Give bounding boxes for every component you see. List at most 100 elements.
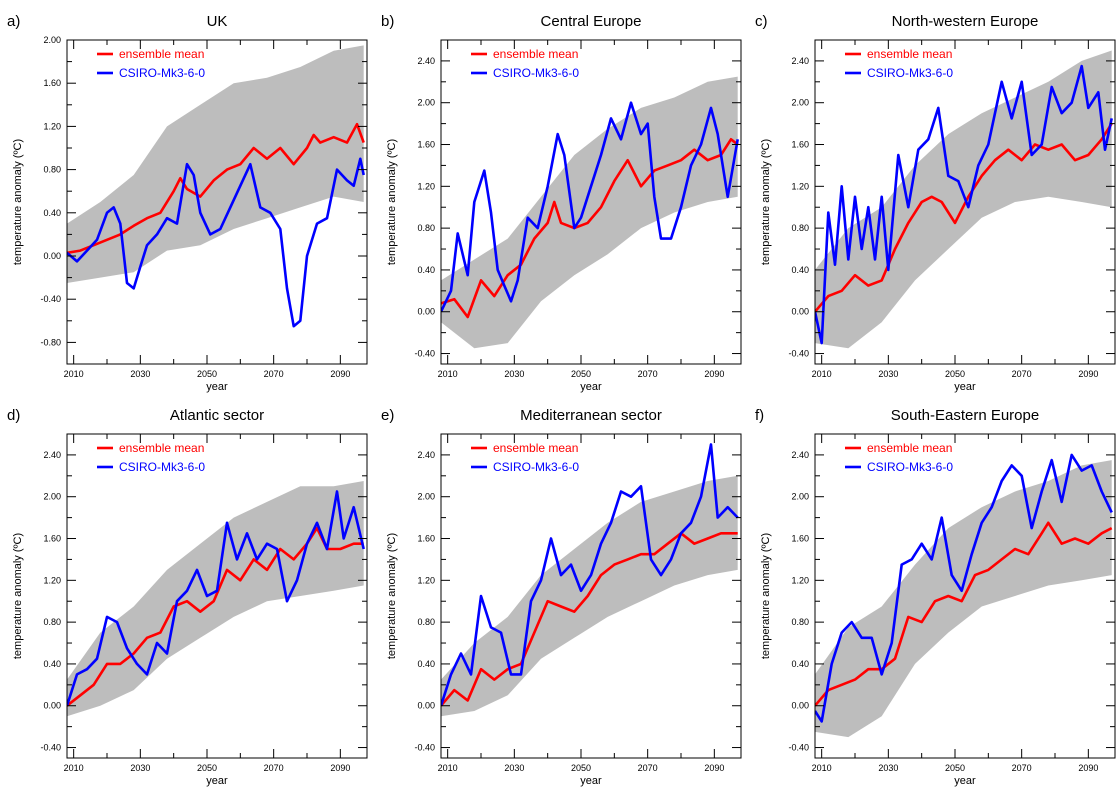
x-tick-label: 2030 [878, 369, 898, 379]
plot-frame [814, 39, 1116, 365]
legend-label: ensemble mean [867, 47, 952, 61]
chart-panel-3: -0.40 0.00 0.40 0.80 1.20 1.60 2.00 2.40 2010 203… [755, 13, 1116, 393]
y-tick-label: 0.80 [417, 617, 435, 627]
x-tick-label: 2010 [64, 369, 84, 379]
x-tick-label: 2070 [1012, 763, 1032, 773]
legend-label: ensemble mean [119, 441, 204, 455]
chart-panel-2: -0.40 0.00 0.40 0.80 1.20 1.60 2.00 2.40 2010 203… [381, 13, 742, 393]
legend-label: ensemble mean [867, 441, 952, 455]
ensemble-mean-line [67, 526, 364, 707]
x-tick-label: 2030 [130, 763, 150, 773]
legend-label: ensemble mean [119, 47, 204, 61]
y-tick-label: -0.40 [414, 349, 435, 359]
x-tick-label: 2090 [1078, 369, 1098, 379]
panel-title: Mediterranean sector [520, 407, 662, 424]
x-axis-label: year [954, 775, 976, 787]
x-axis-label: year [206, 381, 228, 393]
y-tick-label: 1.60 [43, 534, 61, 544]
x-tick-label: 2030 [504, 763, 524, 773]
x-tick-label: 2010 [438, 369, 458, 379]
x-tick-label: 2050 [571, 763, 591, 773]
y-tick-label: 1.20 [417, 181, 435, 191]
x-tick-label: 2010 [64, 763, 84, 773]
y-tick-label: 2.00 [417, 98, 435, 108]
x-tick-label: 2050 [571, 369, 591, 379]
y-tick-label: 1.60 [791, 140, 809, 150]
y-axis-label: temperature anomaly (ºC) [386, 533, 398, 659]
csiro-model-line [67, 157, 365, 328]
csiro-model-line [815, 453, 1113, 723]
y-tick-label: 0.00 [791, 701, 809, 711]
y-tick-label: 0.40 [43, 208, 61, 218]
chart-panel-4: -0.40 0.00 0.40 0.80 1.20 1.60 2.00 2.40 2010 203… [7, 407, 368, 787]
ensemble-mean-line [815, 521, 1113, 707]
x-tick-label: 2030 [878, 763, 898, 773]
x-tick-label: 2090 [704, 369, 724, 379]
y-tick-label: 2.40 [417, 450, 435, 460]
legend-label: CSIRO-Mk3-6-0 [867, 460, 953, 474]
chart-panel-1: -0.80 -0.40 0.00 0.40 0.80 1.20 1.60 2.00 2010 20… [7, 13, 368, 393]
y-tick-label: 2.40 [791, 450, 809, 460]
x-tick-label: 2050 [197, 763, 217, 773]
y-tick-label: -0.40 [414, 743, 435, 753]
x-axis-label: year [954, 381, 976, 393]
y-tick-label: -0.80 [40, 337, 61, 347]
ensemble-spread-band [815, 50, 1112, 349]
legend-label: ensemble mean [493, 441, 578, 455]
csiro-model-line [441, 101, 739, 313]
y-tick-label: 0.00 [417, 307, 435, 317]
ensemble-mean-line [441, 138, 739, 319]
ensemble-spread-band [67, 45, 364, 284]
legend-label: CSIRO-Mk3-6-0 [493, 460, 579, 474]
plot-frame [814, 433, 1116, 759]
y-tick-label: 0.80 [791, 223, 809, 233]
x-tick-label: 2010 [812, 763, 832, 773]
ensemble-spread-band [441, 475, 738, 717]
x-tick-label: 2070 [638, 763, 658, 773]
y-axis-label: temperature anomaly (ºC) [12, 139, 24, 265]
y-tick-label: 0.80 [43, 165, 61, 175]
y-tick-label: 2.00 [791, 98, 809, 108]
y-tick-label: 0.80 [417, 223, 435, 233]
ensemble-mean-line [441, 531, 738, 707]
panel-label: c) [755, 13, 768, 30]
panel-title: Central Europe [541, 13, 642, 30]
y-tick-label: 0.40 [417, 265, 435, 275]
y-tick-label: 0.40 [417, 659, 435, 669]
y-tick-label: 0.40 [43, 659, 61, 669]
y-tick-label: 1.60 [791, 534, 809, 544]
y-axis-label: temperature anomaly (ºC) [12, 533, 24, 659]
ensemble-spread-band [441, 76, 738, 349]
y-tick-label: 0.80 [791, 617, 809, 627]
x-tick-label: 2050 [945, 369, 965, 379]
chart-panel-6: -0.40 0.00 0.40 0.80 1.20 1.60 2.00 2.40 2010 203… [755, 407, 1116, 787]
x-tick-label: 2050 [197, 369, 217, 379]
csiro-model-line [815, 64, 1113, 345]
x-tick-label: 2090 [704, 763, 724, 773]
y-tick-label: 0.00 [417, 701, 435, 711]
plot-frame [440, 433, 742, 759]
panel-label: a) [7, 13, 20, 30]
y-tick-label: 2.00 [791, 492, 809, 502]
panel-label: d) [7, 407, 20, 424]
x-tick-label: 2070 [638, 369, 658, 379]
plot-frame [66, 39, 368, 365]
y-tick-label: 1.20 [417, 575, 435, 585]
y-tick-label: 1.60 [43, 78, 61, 88]
x-tick-label: 2090 [1078, 763, 1098, 773]
x-tick-label: 2070 [264, 369, 284, 379]
plot-frame [66, 433, 368, 759]
x-axis-label: year [580, 381, 602, 393]
csiro-model-line [441, 443, 739, 707]
y-tick-label: 1.60 [417, 140, 435, 150]
legend-label: CSIRO-Mk3-6-0 [119, 460, 205, 474]
ensemble-mean-line [815, 122, 1113, 313]
y-tick-label: -0.40 [40, 743, 61, 753]
y-tick-label: 2.40 [791, 56, 809, 66]
panel-label: b) [381, 13, 394, 30]
csiro-model-line [67, 490, 365, 707]
y-tick-label: 0.00 [43, 251, 61, 261]
y-tick-label: -0.40 [40, 294, 61, 304]
x-tick-label: 2010 [812, 369, 832, 379]
